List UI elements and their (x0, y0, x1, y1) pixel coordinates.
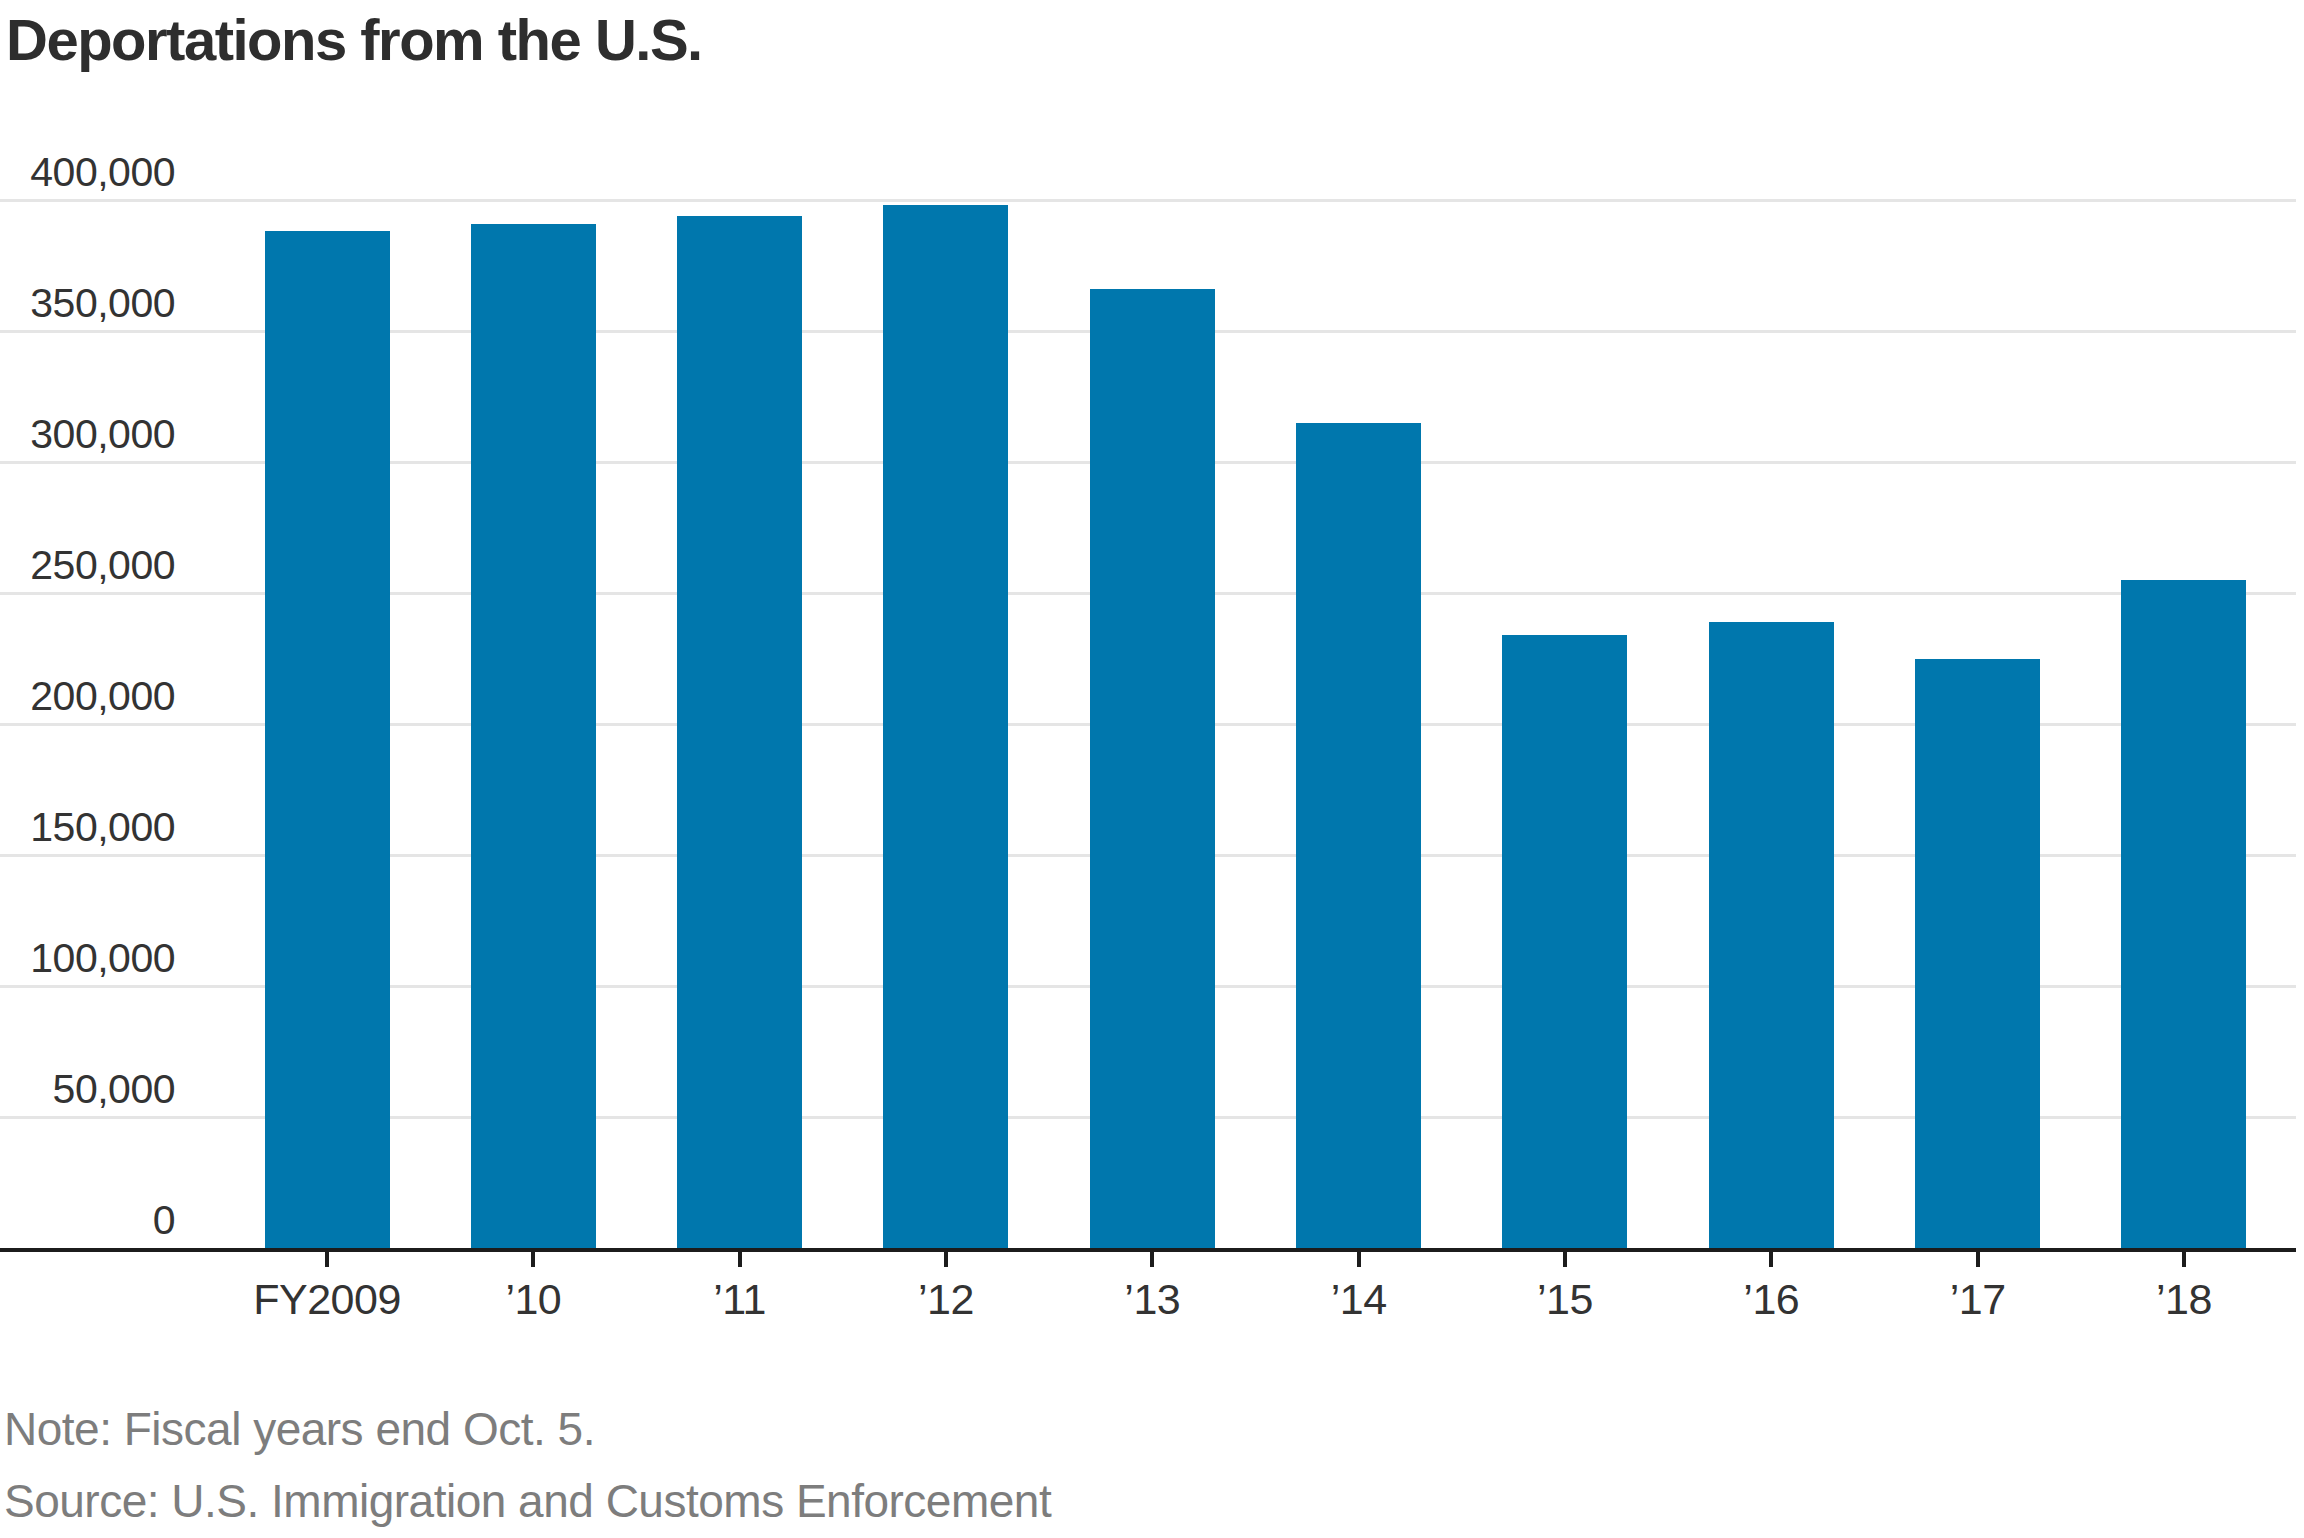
bar-10 (471, 224, 596, 1248)
bar-12 (883, 205, 1008, 1248)
x-axis-tick (1769, 1252, 1773, 1267)
x-axis-tick-label: ’15 (1455, 1276, 1675, 1322)
bar-13 (1090, 289, 1215, 1248)
chart-title: Deportations from the U.S. (6, 6, 702, 73)
y-axis-tick-label: 150,000 (0, 805, 175, 849)
deportations-bar-chart: Deportations from the U.S. 0 50,000 100,00… (0, 0, 2304, 1538)
x-axis-tick-label: ’12 (836, 1276, 1056, 1322)
x-axis-tick-label: FY2009 (217, 1276, 437, 1322)
x-axis-tick (1150, 1252, 1154, 1267)
y-axis-tick-label: 350,000 (0, 281, 175, 325)
chart-note: Note: Fiscal years end Oct. 5. (4, 1402, 595, 1456)
x-axis-tick-label: ’14 (1249, 1276, 1469, 1322)
x-axis-tick (1976, 1252, 1980, 1267)
bar-15 (1502, 635, 1627, 1248)
y-axis-tick-label: 50,000 (0, 1067, 175, 1111)
chart-source: Source: U.S. Immigration and Customs Enf… (4, 1474, 1051, 1528)
x-axis-tick-label: ’16 (1661, 1276, 1881, 1322)
bar-11 (677, 216, 802, 1248)
bar-fy2009 (265, 231, 390, 1248)
bar-14 (1296, 423, 1421, 1248)
x-axis-tick-label: ’13 (1042, 1276, 1262, 1322)
y-axis-tick-label: 100,000 (0, 936, 175, 980)
x-axis-tick-label: ’10 (423, 1276, 643, 1322)
bar-18 (2121, 580, 2246, 1248)
y-axis-tick-label: 0 (0, 1198, 175, 1242)
x-axis-tick-label: ’18 (2074, 1276, 2294, 1322)
x-axis-tick (1563, 1252, 1567, 1267)
x-axis-line (0, 1248, 2296, 1252)
x-axis-tick (325, 1252, 329, 1267)
x-axis-tick-label: ’17 (1868, 1276, 2088, 1322)
y-axis-tick-label: 200,000 (0, 674, 175, 718)
x-axis-tick-label: ’11 (630, 1276, 850, 1322)
x-axis-tick (2182, 1252, 2186, 1267)
x-axis-tick (738, 1252, 742, 1267)
y-axis-tick-label: 300,000 (0, 412, 175, 456)
bar-17 (1915, 659, 2040, 1249)
gridline-400000 (0, 199, 2296, 202)
x-axis-tick (531, 1252, 535, 1267)
y-axis-tick-label: 400,000 (0, 150, 175, 194)
x-axis-tick (1357, 1252, 1361, 1267)
bar-16 (1709, 622, 1834, 1248)
y-axis-tick-label: 250,000 (0, 543, 175, 587)
x-axis-tick (944, 1252, 948, 1267)
